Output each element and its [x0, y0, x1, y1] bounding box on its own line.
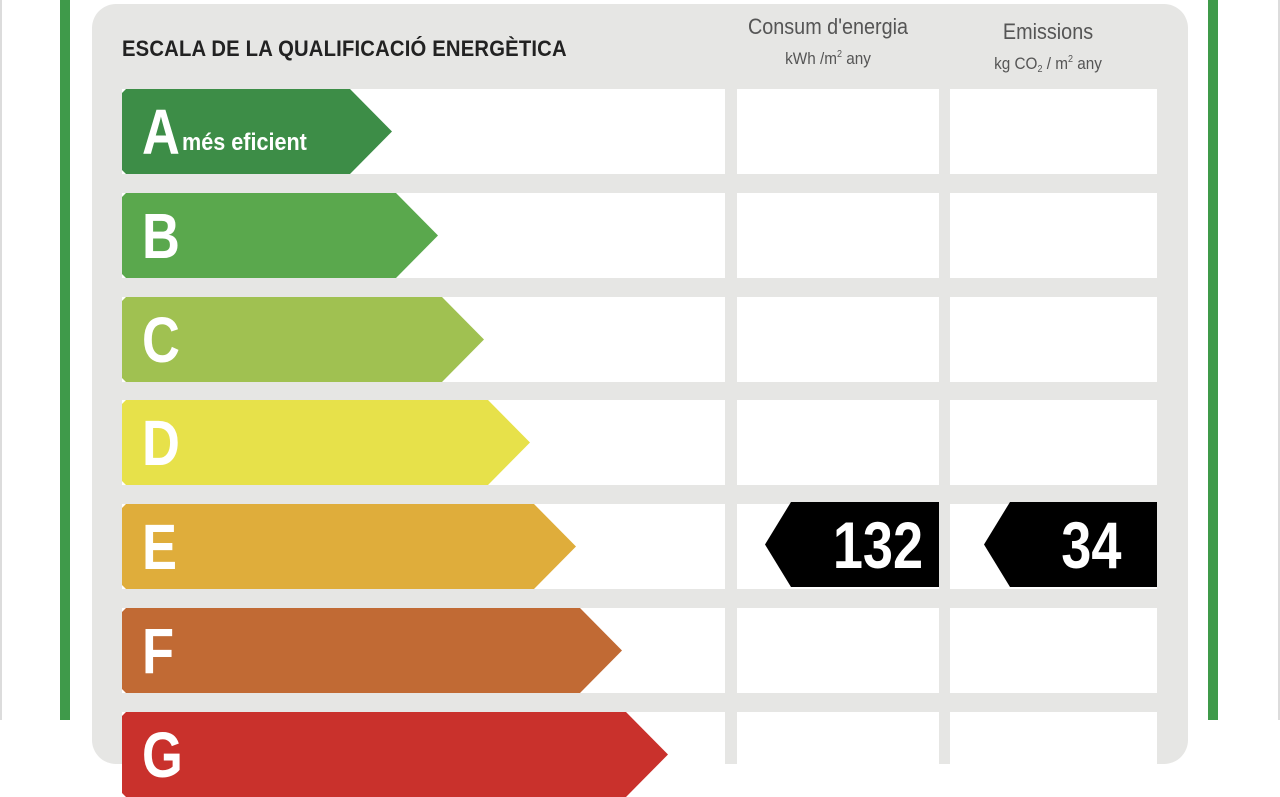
row-a-consum-cell [737, 89, 939, 174]
rating-letter-a: A [142, 95, 180, 168]
rating-bar-b: B [122, 193, 438, 278]
consum-value-badge: 132 [765, 502, 939, 587]
rating-bar-f: F [122, 608, 622, 693]
page-edge-right [1278, 0, 1280, 720]
emissions-value: 34 [1060, 507, 1121, 582]
emissions-header-label: Emissions [1002, 19, 1094, 44]
consum-unit: kWh /m2 any [785, 49, 871, 68]
label-frame-right [1208, 0, 1218, 720]
label-frame-left [60, 0, 70, 720]
row-c-consum-cell [737, 297, 939, 382]
emissions-header: Emissions kg CO2 / m2 any [948, 21, 1148, 75]
rating-letter-e: E [142, 510, 178, 583]
row-b-consum-cell [737, 193, 939, 278]
row-f-emissions-cell [950, 608, 1157, 693]
consum-header-label: Consum d'energia [747, 14, 909, 39]
page-edge-left [0, 0, 2, 720]
scale-title: ESCALA DE LA QUALIFICACIÓ ENERGÈTICA [122, 36, 567, 61]
row-g-consum-cell [737, 712, 939, 797]
rating-letter-f: F [142, 614, 175, 687]
row-c-emissions-cell [950, 297, 1157, 382]
row-f-consum-cell [737, 608, 939, 693]
rating-bar-e: E [122, 504, 576, 589]
row-b-emissions-cell [950, 193, 1157, 278]
consum-value: 132 [832, 507, 923, 582]
rating-letter-b: B [142, 199, 180, 272]
row-d-consum-cell [737, 400, 939, 485]
rating-letter-d: D [142, 406, 180, 479]
rating-bar-g: G [122, 712, 668, 797]
rating-letter-g: G [142, 718, 183, 791]
rating-bar-c: C [122, 297, 484, 382]
emissions-value-badge: 34 [984, 502, 1157, 587]
rating-letter-c: C [142, 303, 180, 376]
row-g-emissions-cell [950, 712, 1157, 797]
consum-header: Consum d'energia kWh /m2 any [738, 14, 918, 68]
rating-bar-d: D [122, 400, 530, 485]
row-a-emissions-cell [950, 89, 1157, 174]
emissions-unit: kg CO2 / m2 any [994, 54, 1102, 75]
rating-label-a: més eficient [182, 128, 308, 156]
row-d-emissions-cell [950, 400, 1157, 485]
